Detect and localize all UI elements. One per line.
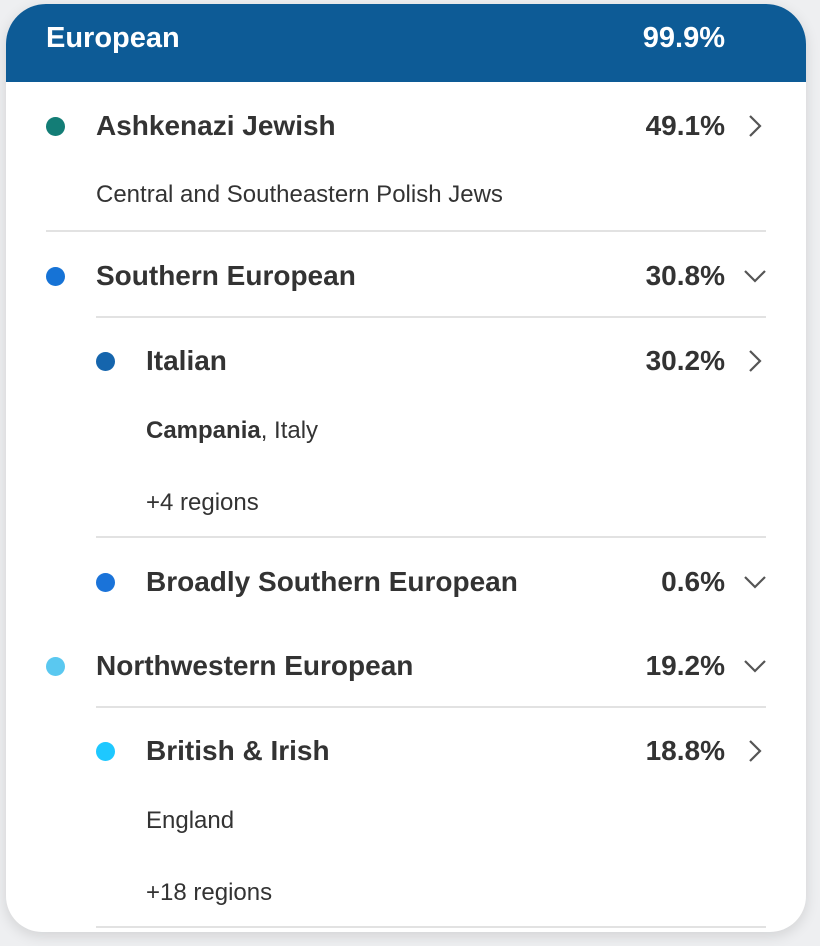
divider — [96, 316, 766, 318]
chevron-right-icon[interactable] — [740, 346, 770, 376]
row-name: Ashkenazi Jewish — [96, 110, 336, 141]
divider — [96, 706, 766, 708]
row-subtitle: Central and Southeastern Polish Jews — [96, 181, 503, 208]
chevron-down-icon[interactable] — [740, 261, 770, 291]
row-percent: 30.2% — [645, 345, 725, 376]
color-dot — [46, 657, 65, 676]
row-name: Southern European — [96, 260, 356, 291]
row-percent: 19.2% — [645, 650, 725, 681]
row-name: Italian — [146, 345, 227, 376]
ancestry-card: European 99.9% Ashkenazi Jewish 49.1% Ce… — [6, 4, 806, 932]
color-dot — [96, 573, 115, 592]
row-subtitle: England — [146, 807, 235, 834]
color-dot — [46, 267, 65, 286]
row-name: Northwestern European — [96, 650, 414, 681]
chevron-right-icon[interactable] — [740, 111, 770, 141]
row-percent: 0.6% — [661, 566, 725, 597]
row-name: British & Irish — [146, 735, 330, 766]
color-dot — [96, 742, 115, 761]
row-percent: 49.1% — [645, 110, 725, 141]
row-subtitle: Campania, Italy — [146, 416, 318, 446]
chevron-right-icon[interactable] — [740, 736, 770, 766]
more-regions-link[interactable]: +4 regions — [146, 489, 259, 516]
european-header: European 99.9% — [6, 4, 806, 82]
subtitle-region: Campania — [146, 417, 261, 444]
more-regions-link[interactable]: +18 regions — [146, 879, 273, 906]
divider — [46, 230, 766, 232]
chevron-down-icon[interactable] — [740, 567, 770, 597]
divider — [96, 536, 766, 538]
color-dot — [46, 117, 65, 136]
header-title: European — [46, 22, 180, 54]
divider — [96, 926, 766, 928]
row-percent: 18.8% — [645, 735, 725, 766]
row-name: Broadly Southern European — [146, 566, 518, 597]
subtitle-country: , Italy — [260, 417, 319, 444]
row-percent: 30.8% — [645, 260, 725, 291]
color-dot — [96, 352, 115, 371]
header-percent: 99.9% — [642, 22, 725, 54]
chevron-down-icon[interactable] — [740, 651, 770, 681]
